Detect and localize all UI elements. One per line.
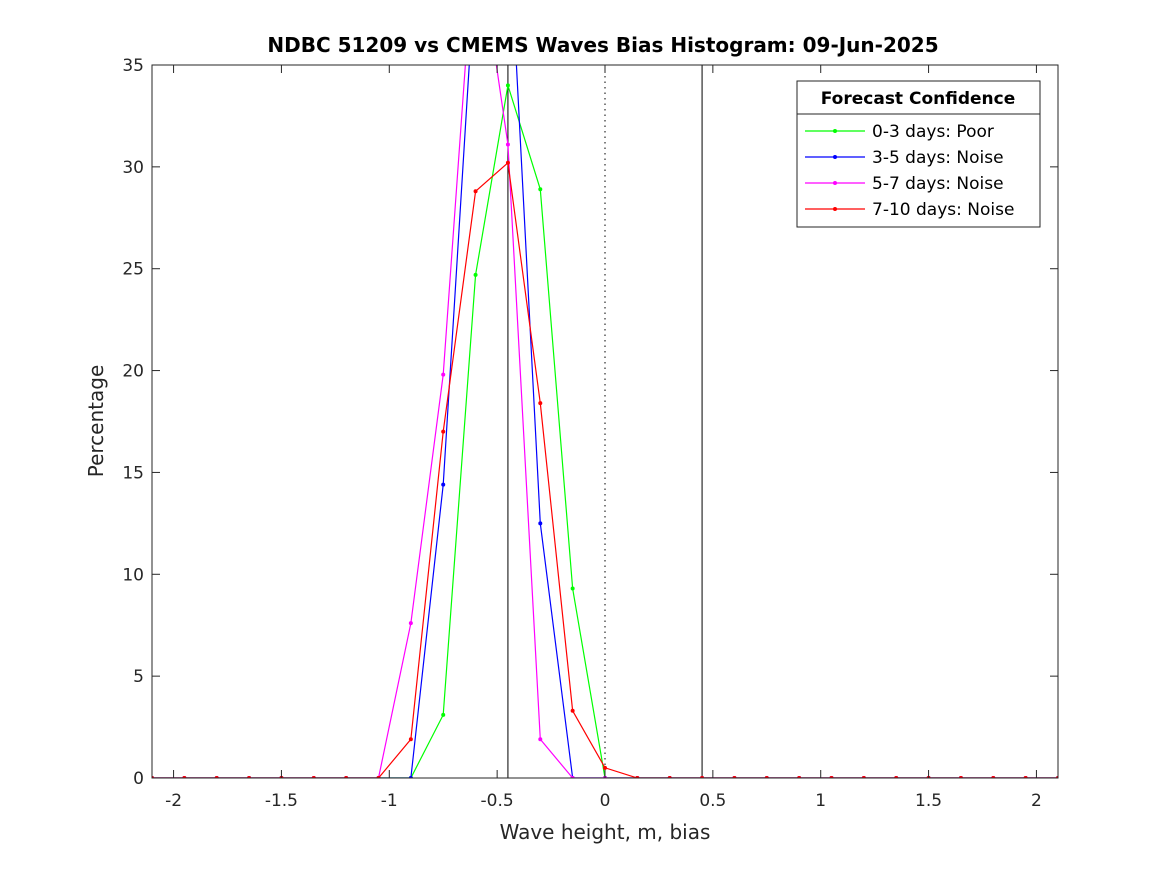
series-3-point-8 [408, 737, 413, 742]
reference-lines [507, 65, 703, 778]
legend-marker-0 [833, 129, 837, 133]
x-axis: -2 -1.5 -1 -0.5 0 0.5 1 1.5 2 [165, 65, 1042, 811]
legend-marker-2 [833, 181, 837, 185]
legend-entries: 0-3 days: Poor 3-5 days: Noise 5-7 days: N… [805, 122, 1014, 220]
series-3-point-12 [538, 401, 543, 406]
x-tick-label-6: 1 [815, 791, 826, 811]
legend-label-2: 5-7 days: Noise [872, 174, 1004, 194]
y-tick-label-2: 10 [122, 565, 144, 585]
legend-marker-3 [833, 207, 837, 211]
series-2-point-11 [505, 142, 510, 147]
series-2-point-9 [441, 372, 446, 377]
y-tick-label-4: 20 [122, 362, 144, 382]
y-tick-label-5: 25 [122, 260, 144, 280]
legend-label-1: 3-5 days: Noise [872, 148, 1004, 168]
x-tick-label-8: 2 [1031, 791, 1042, 811]
legend-marker-1 [833, 155, 837, 159]
x-tick-label-7: 1.5 [915, 791, 942, 811]
series-2-point-12 [538, 737, 543, 742]
legend-entry-1: 3-5 days: Noise [805, 148, 1004, 168]
x-tick-label-2: -1 [381, 791, 398, 811]
series-1-point-12 [538, 521, 543, 526]
chart-title: NDBC 51209 vs CMEMS Waves Bias Histogram… [267, 33, 938, 57]
y-tick-label-6: 30 [122, 158, 144, 178]
legend-entry-2: 5-7 days: Noise [805, 174, 1004, 194]
series-0-point-12 [538, 187, 543, 192]
y-axis: 0 5 10 15 20 25 30 35 [122, 56, 1058, 789]
legend-entry-0: 0-3 days: Poor [805, 122, 994, 142]
x-tick-label-1: -1.5 [265, 791, 298, 811]
series-0-point-9 [441, 712, 446, 717]
series-3-point-9 [441, 429, 446, 434]
series-0-point-10 [473, 272, 478, 277]
series-0-point-11 [505, 83, 510, 88]
series-3-point-10 [473, 189, 478, 194]
series-1-point-9 [441, 482, 446, 487]
y-axis-label: Percentage [84, 365, 108, 478]
x-tick-label-0: -2 [165, 791, 182, 811]
legend: Forecast Confidence 0-3 days: Poor 3-5 da… [796, 80, 1041, 228]
series-3-point-11 [505, 160, 510, 165]
y-tick-label-0: 0 [133, 769, 144, 789]
x-tick-label-5: 0.5 [699, 791, 726, 811]
series-3-point-13 [570, 708, 575, 713]
series-0-point-13 [570, 586, 575, 591]
x-tick-label-4: 0 [600, 791, 611, 811]
y-tick-label-7: 35 [122, 56, 144, 76]
legend-title: Forecast Confidence [821, 89, 1016, 109]
series-3-point-14 [603, 765, 607, 770]
legend-entry-3: 7-10 days: Noise [805, 200, 1014, 220]
legend-box [796, 80, 1041, 228]
series-2-point-8 [408, 621, 413, 626]
y-tick-label-1: 5 [133, 667, 144, 687]
y-tick-label-3: 15 [122, 463, 144, 483]
legend-label-3: 7-10 days: Noise [872, 200, 1014, 220]
x-tick-label-3: -0.5 [481, 791, 514, 811]
x-axis-label: Wave height, m, bias [500, 820, 711, 844]
legend-label-0: 0-3 days: Poor [872, 122, 994, 142]
